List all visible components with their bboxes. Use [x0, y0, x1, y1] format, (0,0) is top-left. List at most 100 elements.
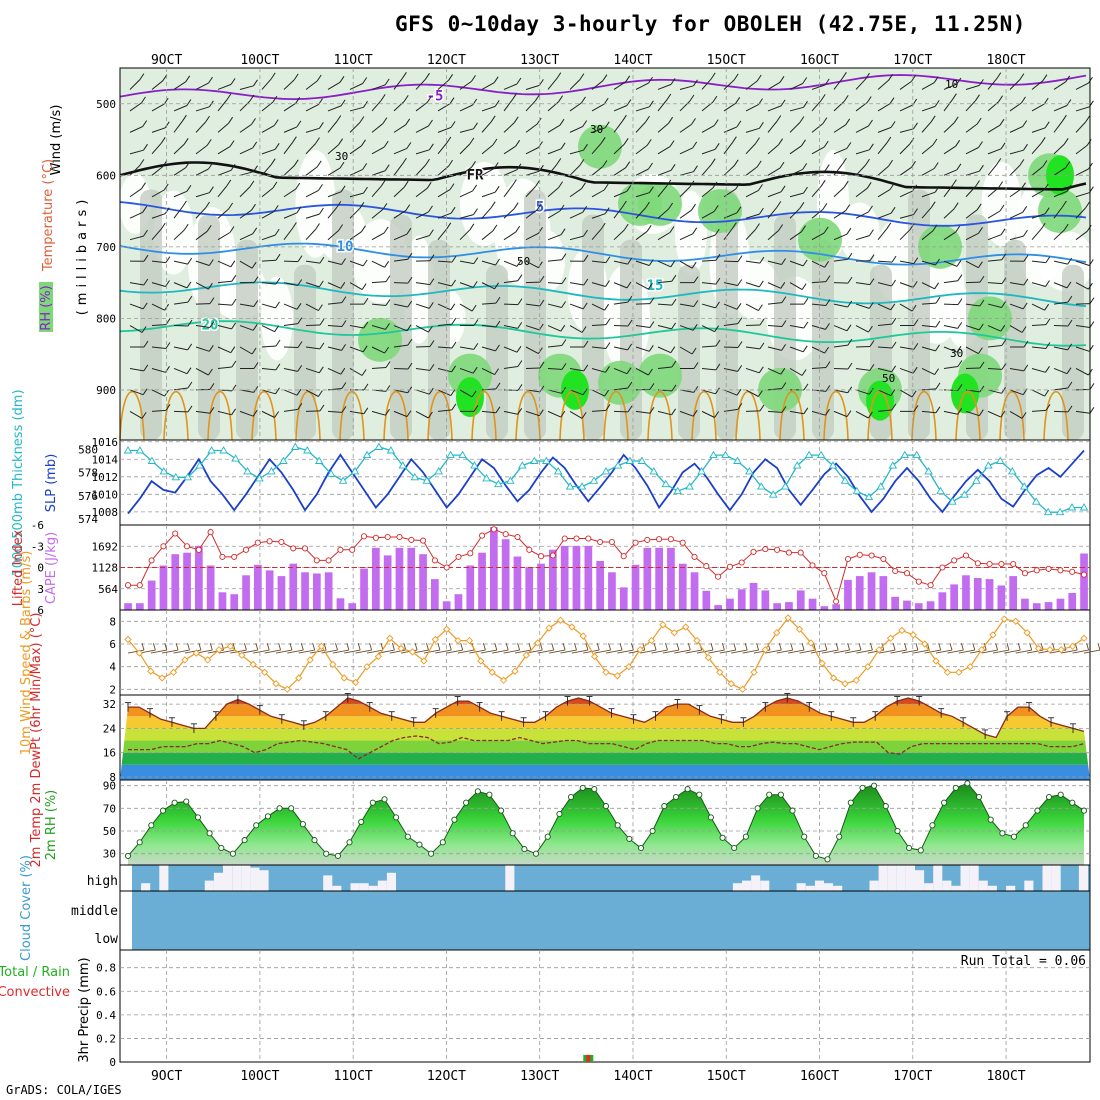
wind-barb-flag — [648, 186, 654, 193]
wind-barb-shaft — [393, 233, 408, 241]
isotherm-25-loop — [383, 391, 409, 441]
barb-10m-flag — [949, 642, 953, 651]
wind-barb-flag — [735, 182, 741, 190]
wind-barb-shaft — [481, 260, 496, 266]
wind-barb-flag — [1045, 404, 1051, 411]
thickness-point — [135, 446, 145, 454]
rh-moist-core — [598, 360, 642, 405]
wind-barb-flag — [693, 386, 699, 393]
wind-barb-flag — [558, 181, 564, 188]
wind-barb-flag — [450, 121, 456, 128]
wind-barb-flag — [253, 276, 259, 283]
wind-speed-point — [602, 668, 610, 676]
thickness-point — [673, 486, 682, 495]
wind-speed-point — [613, 672, 622, 680]
wind-barb-flag — [891, 403, 897, 411]
wind-barb-shaft — [877, 260, 893, 263]
wind-barb-shaft — [481, 325, 496, 328]
wind-barb-flag — [1067, 257, 1073, 265]
barb-10m-flag — [198, 642, 202, 651]
wind-barb-shaft — [217, 260, 232, 268]
wind-barb-flag — [582, 120, 588, 127]
wind-barb-shaft — [261, 148, 276, 155]
wind-barb-shaft — [789, 410, 804, 415]
wind-barb-flag — [450, 206, 456, 214]
wind-barb-shaft — [261, 367, 276, 371]
cape-bar — [702, 590, 711, 610]
wind-barb-shaft — [129, 102, 142, 112]
rh-point — [801, 833, 808, 840]
wind-barb-flag — [843, 95, 849, 102]
wind-barb-flag — [648, 76, 653, 84]
wind-barb-shaft — [481, 144, 494, 155]
wind-barb-shaft — [327, 302, 342, 305]
cloud-cell — [978, 880, 988, 891]
wind-barb-shaft — [415, 102, 428, 112]
precip-tick-label: 0.2 — [96, 1032, 116, 1045]
wind-barb-shaft — [525, 346, 539, 355]
wind-barb-shaft — [415, 187, 428, 198]
wind-barb-shaft — [459, 166, 472, 176]
thickness-point — [769, 490, 778, 498]
wind-barb-flag — [469, 137, 475, 145]
wind-barb-flag — [756, 160, 762, 168]
wind-barb-shaft — [327, 410, 343, 413]
wind-barb-flag — [647, 368, 653, 376]
wind-barb-shaft — [129, 188, 142, 198]
wind-barb-shaft — [657, 232, 671, 241]
wind-barb-shaft — [503, 346, 518, 353]
wind-barb-shaft — [701, 78, 712, 90]
wind-barb-shaft — [569, 188, 582, 198]
wind-barb-shaft — [943, 122, 955, 133]
wind-barb-shaft — [921, 325, 936, 328]
wind-barb-flag — [998, 181, 1004, 188]
wind-barb-shaft — [855, 125, 869, 133]
rh-axis-label: RH (%) — [39, 285, 54, 330]
cloud-cell — [1006, 885, 1016, 891]
cloud-cell — [796, 883, 806, 891]
wind-barb-shaft — [745, 80, 758, 90]
wind-barb-flag — [539, 275, 545, 283]
cape-bar — [478, 552, 486, 610]
wind-barb-shaft — [371, 100, 382, 112]
wind-barb-flag — [715, 301, 720, 309]
lifted-index-point — [1010, 560, 1017, 568]
cloud-cell — [869, 880, 879, 891]
wind-barb-flag — [909, 223, 915, 231]
thickness-point — [279, 456, 288, 464]
wind-barb-flag — [230, 164, 236, 171]
cloud-cell — [359, 883, 369, 891]
wind-barb-flag — [209, 383, 215, 390]
wind-barb-flag — [846, 410, 852, 417]
wind-barb-flag — [913, 122, 918, 130]
thickness-point — [219, 446, 228, 454]
wind-barb-flag — [362, 345, 368, 353]
wind-barb-shaft — [151, 166, 164, 176]
wind-speed-point — [272, 680, 280, 688]
bottom-date-label: 18OCT — [986, 1069, 1025, 1084]
wind-barb-shaft — [525, 410, 540, 417]
lifted-index-point — [384, 533, 391, 541]
barb-10m-flag — [562, 642, 566, 651]
wind-barb-shaft — [305, 104, 319, 112]
wind-barb-flag — [451, 403, 457, 411]
wind-barb-shaft — [965, 346, 979, 355]
thickness-point — [123, 446, 133, 454]
wind-barb-flag — [825, 361, 831, 368]
wind-barb-flag — [556, 158, 562, 165]
rh-point — [824, 856, 831, 863]
wind-barb-flag — [495, 320, 501, 328]
barb-10m-shaft — [571, 649, 588, 654]
thickness-point — [577, 482, 587, 490]
wind-barb-shaft — [459, 190, 473, 198]
thickness-point — [1008, 467, 1017, 475]
wind-barb-flag — [315, 223, 320, 230]
rh-point — [1069, 799, 1076, 806]
rh-gray-column — [812, 239, 834, 440]
wind-barb-shaft — [503, 145, 516, 155]
barb-10m-flag — [710, 642, 714, 651]
wind-barb-flag — [759, 342, 765, 350]
barb-10m-shaft — [1072, 649, 1089, 654]
wind-barb-flag — [141, 182, 146, 189]
isotherm-25-loop — [735, 391, 761, 441]
